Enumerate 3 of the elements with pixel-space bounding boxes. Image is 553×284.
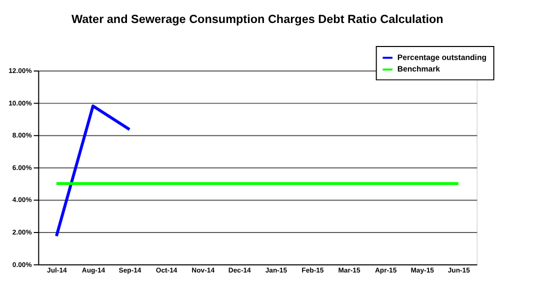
legend-label: Percentage outstanding [397,52,487,62]
chart-title: Water and Sewerage Consumption Charges Debt Ratio Calculation [71,13,444,26]
legend-label: Benchmark [397,64,441,74]
